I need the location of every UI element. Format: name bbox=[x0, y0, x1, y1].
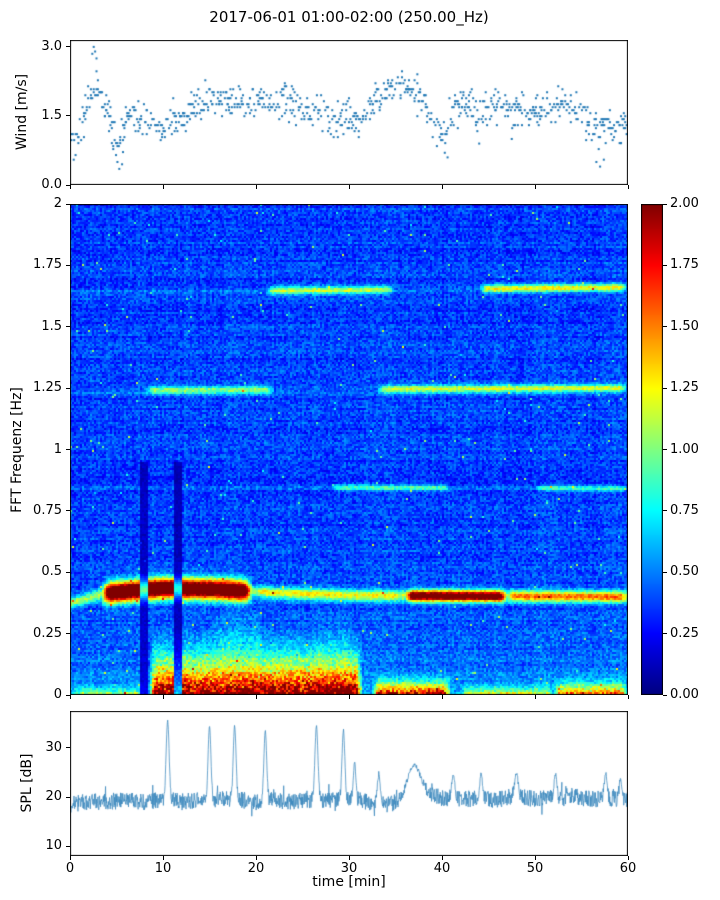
tick-mark bbox=[66, 449, 70, 450]
tick-mark bbox=[663, 264, 667, 266]
y-tick-label: 1.5 bbox=[41, 107, 62, 123]
tick-mark bbox=[66, 796, 70, 798]
spl-line-plot bbox=[70, 711, 628, 856]
colorbar-tick-label: 0.50 bbox=[670, 564, 699, 580]
tick-mark bbox=[255, 185, 257, 189]
y-tick-label: 20 bbox=[45, 789, 62, 805]
y-tick-label: 1.5 bbox=[41, 318, 62, 334]
tick-mark bbox=[348, 185, 350, 189]
wind-scatter-plot bbox=[70, 40, 628, 185]
tick-mark bbox=[534, 695, 536, 699]
tick-mark bbox=[534, 856, 536, 860]
tick-mark bbox=[66, 510, 70, 512]
tick-mark bbox=[69, 856, 71, 860]
y-tick-label: 0.75 bbox=[33, 502, 62, 518]
y-tick-label: 0.25 bbox=[33, 625, 62, 641]
tick-mark bbox=[66, 264, 70, 266]
tick-mark bbox=[663, 203, 667, 205]
tick-mark bbox=[66, 633, 70, 635]
x-tick-label: 10 bbox=[154, 861, 172, 876]
tick-mark bbox=[69, 185, 71, 189]
tick-mark bbox=[663, 449, 667, 450]
tick-mark bbox=[441, 695, 443, 699]
tick-mark bbox=[441, 856, 443, 860]
tick-mark bbox=[255, 856, 257, 860]
tick-mark bbox=[66, 184, 70, 186]
y-tick-label: 3.0 bbox=[41, 38, 62, 54]
tick-mark bbox=[66, 747, 70, 749]
y-tick-label: 0 bbox=[53, 687, 62, 702]
tick-mark bbox=[627, 185, 629, 189]
x-tick-label: 40 bbox=[433, 861, 451, 876]
y-tick-label: 1.75 bbox=[33, 257, 62, 273]
tick-mark bbox=[255, 695, 257, 699]
colorbar-tick-label: 1.25 bbox=[670, 380, 699, 396]
colorbar-tick-label: 1.75 bbox=[670, 257, 699, 273]
colorbar bbox=[641, 204, 663, 695]
tick-mark bbox=[66, 845, 70, 847]
tick-mark bbox=[663, 694, 667, 696]
tick-mark bbox=[66, 203, 70, 205]
colorbar-tick-label: 0.00 bbox=[670, 687, 699, 702]
y-tick-label: 1.25 bbox=[33, 380, 62, 396]
colorbar-tick-label: 0.75 bbox=[670, 502, 699, 518]
y-tick-label: 0.0 bbox=[41, 177, 62, 192]
tick-mark bbox=[348, 695, 350, 699]
tick-mark bbox=[66, 46, 70, 48]
x-tick-label: 20 bbox=[247, 861, 265, 876]
y-tick-label: 1 bbox=[53, 441, 62, 457]
tick-mark bbox=[663, 633, 667, 635]
tick-mark bbox=[627, 695, 629, 699]
tick-mark bbox=[66, 326, 70, 328]
colorbar-tick-label: 2.00 bbox=[670, 196, 699, 211]
tick-mark bbox=[69, 695, 71, 699]
y-tick-label: 2 bbox=[53, 196, 62, 211]
colorbar-tick-label: 0.25 bbox=[670, 625, 699, 641]
tick-mark bbox=[162, 695, 164, 699]
tick-mark bbox=[162, 185, 164, 189]
tick-mark bbox=[66, 115, 70, 117]
y-tick-label: 0.5 bbox=[41, 564, 62, 580]
x-tick-label: 50 bbox=[526, 861, 544, 876]
tick-mark bbox=[348, 856, 350, 860]
tick-mark bbox=[663, 571, 667, 573]
colorbar-tick-label: 1.00 bbox=[670, 441, 699, 457]
y-tick-label: 10 bbox=[45, 838, 62, 854]
tick-mark bbox=[162, 856, 164, 860]
colorbar-tick-label: 1.50 bbox=[670, 318, 699, 334]
tick-mark bbox=[663, 387, 667, 389]
tick-mark bbox=[663, 326, 667, 328]
tick-mark bbox=[66, 571, 70, 573]
spectrogram-plot bbox=[70, 204, 628, 695]
tick-mark bbox=[441, 185, 443, 189]
tick-mark bbox=[627, 856, 629, 860]
tick-mark bbox=[534, 185, 536, 189]
tick-mark bbox=[66, 387, 70, 389]
tick-mark bbox=[663, 510, 667, 512]
x-tick-label: 60 bbox=[619, 861, 637, 876]
x-axis-label: time [min] bbox=[312, 874, 386, 890]
figure-title: 2017-06-01 01:00-02:00 (250.00_Hz) bbox=[209, 8, 489, 26]
x-tick-label: 0 bbox=[65, 861, 75, 876]
y-tick-label: 30 bbox=[45, 739, 62, 755]
tick-mark bbox=[66, 694, 70, 696]
x-tick-label: 30 bbox=[340, 861, 358, 876]
